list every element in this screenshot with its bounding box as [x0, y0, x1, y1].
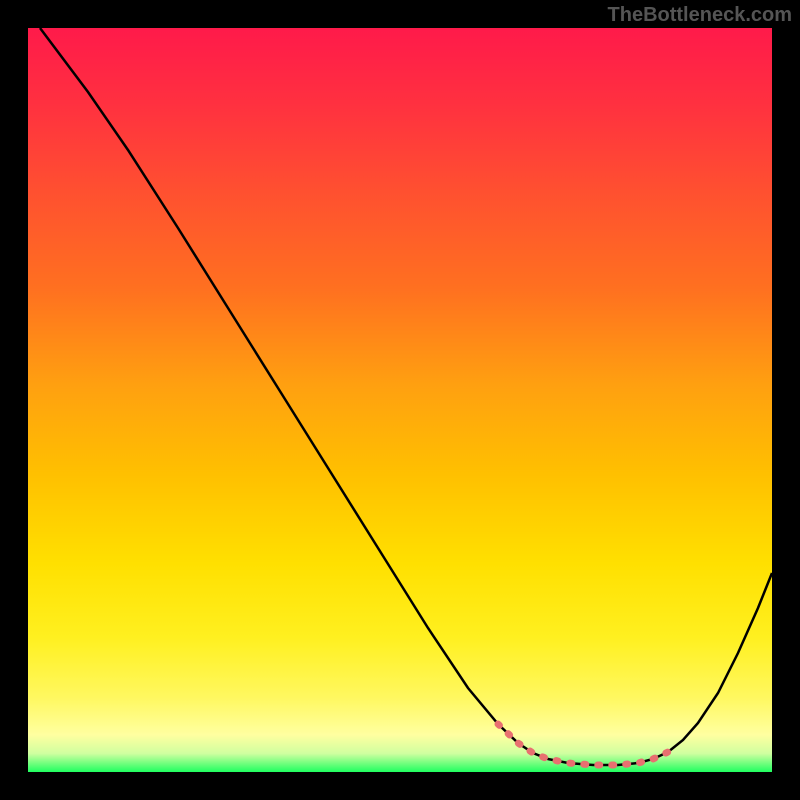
chart-container: TheBottleneck.com: [0, 0, 800, 800]
chart-svg: [28, 28, 772, 772]
plot-area: [28, 28, 772, 772]
watermark-text: TheBottleneck.com: [608, 4, 792, 27]
gradient-background: [28, 28, 772, 772]
